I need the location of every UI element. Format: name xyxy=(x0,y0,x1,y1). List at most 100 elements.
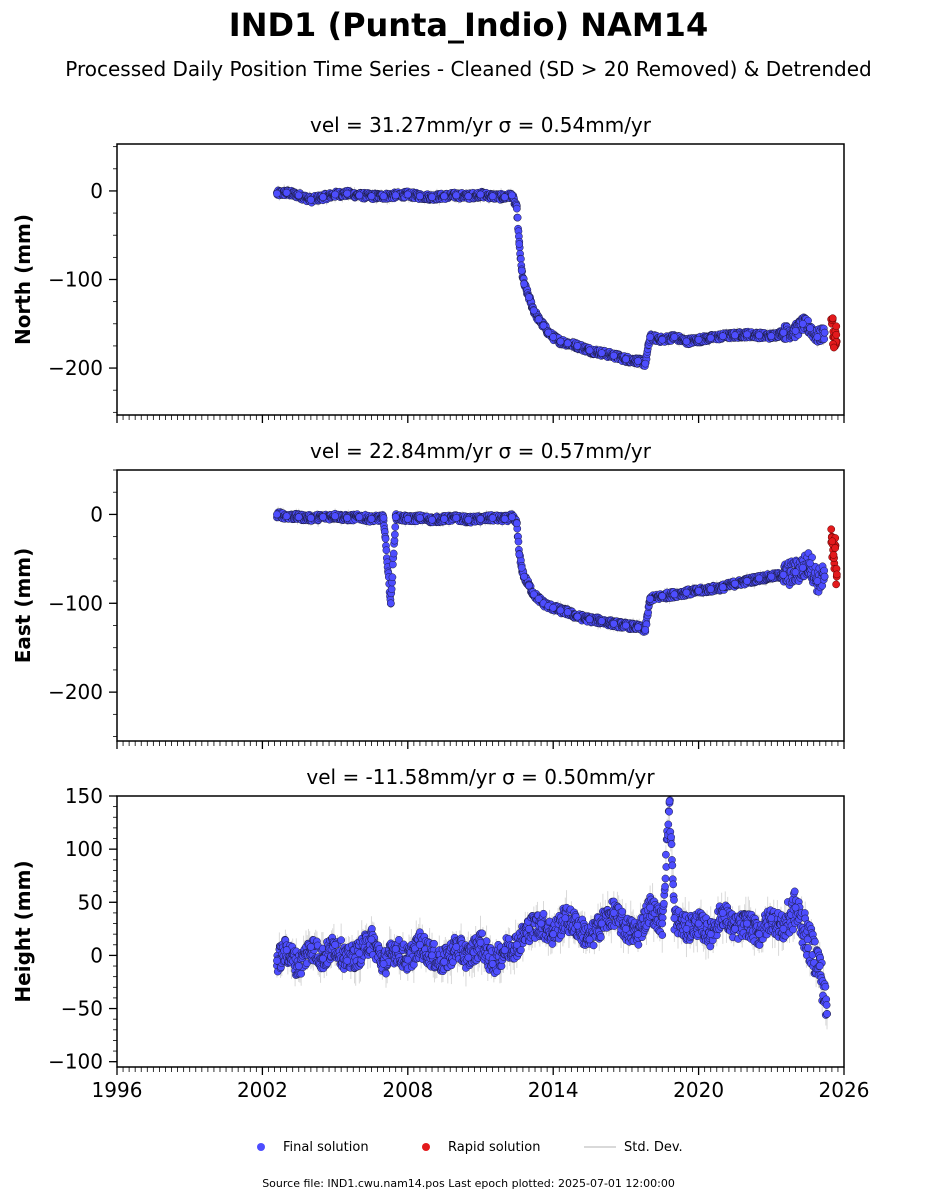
final-point xyxy=(440,515,448,523)
final-point xyxy=(767,332,776,341)
final-point xyxy=(798,319,807,328)
final-point xyxy=(597,617,606,625)
final-point xyxy=(294,513,303,521)
final-point xyxy=(573,342,582,350)
final-point xyxy=(798,563,807,572)
final-point xyxy=(641,359,650,368)
rapid-point xyxy=(828,314,837,323)
final-point xyxy=(319,513,327,521)
y-tick-label: −100 xyxy=(48,591,103,615)
final-point xyxy=(517,563,526,572)
plot-area xyxy=(273,796,831,1030)
final-point xyxy=(331,190,339,199)
final-point xyxy=(428,193,436,201)
final-point xyxy=(658,592,667,601)
axes-frame xyxy=(116,469,845,742)
final-point xyxy=(319,193,327,201)
final-point xyxy=(282,512,291,521)
final-point xyxy=(367,192,376,201)
final-point xyxy=(430,939,438,948)
final-point xyxy=(682,588,691,597)
final-point xyxy=(743,330,751,339)
plot-area xyxy=(273,506,841,636)
final-point xyxy=(779,570,788,579)
final-point xyxy=(539,321,548,330)
final-point xyxy=(544,328,553,337)
final-point xyxy=(634,623,642,632)
final-point xyxy=(379,192,388,201)
panel-title: vel = 31.27mm/yr σ = 0.54mm/yr xyxy=(310,113,652,137)
rapid-point xyxy=(832,580,840,589)
y-tick-label: −200 xyxy=(48,680,103,704)
final-point xyxy=(452,191,461,200)
final-point xyxy=(337,936,346,944)
final-point xyxy=(476,515,485,523)
final-point xyxy=(820,328,829,337)
final-point xyxy=(767,572,776,581)
final-point xyxy=(520,280,528,288)
final-point xyxy=(529,590,538,599)
final-point xyxy=(367,515,376,523)
final-point xyxy=(391,513,400,521)
final-point xyxy=(515,550,524,559)
final-point xyxy=(294,191,303,200)
final-point xyxy=(634,357,642,365)
final-point xyxy=(514,537,523,546)
final-point xyxy=(488,514,497,522)
panel-title: vel = 22.84mm/yr σ = 0.57mm/yr xyxy=(310,439,652,463)
final-point xyxy=(549,603,558,612)
final-point xyxy=(718,583,727,592)
final-point xyxy=(476,190,485,199)
final-point xyxy=(381,534,390,543)
final-point xyxy=(273,510,281,519)
final-point xyxy=(416,514,424,522)
final-point xyxy=(609,619,618,628)
final-point xyxy=(307,514,315,522)
final-point xyxy=(391,191,400,200)
final-point xyxy=(273,189,281,198)
final-point xyxy=(791,568,800,577)
final-point xyxy=(820,572,829,581)
final-point xyxy=(391,523,400,531)
final-point xyxy=(388,573,397,582)
final-point xyxy=(513,519,521,528)
final-point xyxy=(731,579,739,588)
final-point xyxy=(331,512,339,521)
final-point xyxy=(658,335,667,344)
final-point xyxy=(282,188,291,197)
final-point xyxy=(755,574,764,583)
y-tick-label: 0 xyxy=(90,179,103,203)
final-point xyxy=(534,594,543,603)
y-tick-label: 0 xyxy=(90,502,103,526)
final-point xyxy=(806,324,814,333)
final-point xyxy=(488,192,497,201)
final-point xyxy=(508,191,516,200)
final-point xyxy=(682,337,691,346)
final-point xyxy=(379,514,388,522)
final-point xyxy=(670,333,679,341)
final-point xyxy=(779,328,788,337)
final-point xyxy=(440,192,448,201)
final-point xyxy=(646,333,654,341)
final-point xyxy=(395,935,403,944)
rapid-point xyxy=(831,544,840,552)
final-point xyxy=(791,327,800,335)
final-point xyxy=(382,969,390,978)
final-point xyxy=(549,333,558,341)
y-axis-label: East (mm) xyxy=(11,548,35,664)
chart-title: IND1 (Punta_Indio) NAM14 xyxy=(228,6,709,44)
final-point xyxy=(513,213,522,222)
final-point xyxy=(718,332,727,341)
final-point xyxy=(755,331,764,340)
rapid-point xyxy=(830,343,838,352)
panel-3: 1996 2002 2008 2014 2020 2026150100500−50−100… xyxy=(11,765,869,1102)
final-point xyxy=(391,530,399,539)
final-point xyxy=(641,626,650,634)
final-point xyxy=(403,190,412,199)
final-point xyxy=(556,337,565,346)
rapid-point xyxy=(828,537,837,546)
final-point xyxy=(500,193,509,201)
final-point xyxy=(743,577,751,585)
plot-area xyxy=(273,184,841,370)
